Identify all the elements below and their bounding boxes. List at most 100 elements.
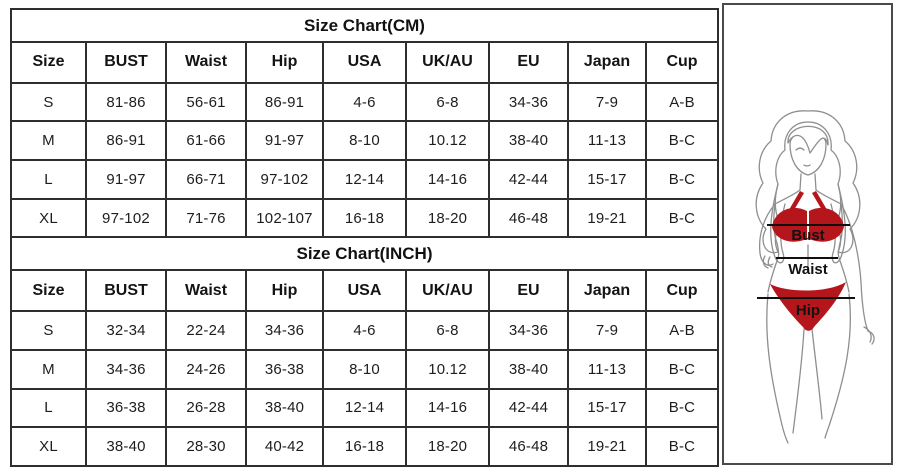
- cell-cup: B-C: [645, 120, 719, 162]
- cell-bust: 38-40: [85, 426, 167, 467]
- inch-header-row: Size BUST Waist Hip USA UK/AU EU Japan C…: [10, 269, 719, 313]
- cell-ukau: 14-16: [405, 387, 490, 429]
- cell-ukau: 10.12: [405, 120, 490, 162]
- col-header-usa: USA: [322, 41, 407, 84]
- cm-row-l: L 91-97 66-71 97-102 12-14 14-16 42-44 1…: [10, 159, 719, 200]
- cell-waist: 28-30: [165, 426, 247, 467]
- cell-usa: 12-14: [322, 387, 407, 429]
- cell-usa: 8-10: [322, 120, 407, 162]
- cell-cup: A-B: [645, 81, 719, 123]
- cell-japan: 11-13: [567, 120, 647, 162]
- cell-cup: B-C: [645, 426, 719, 467]
- waist-label: Waist: [788, 261, 827, 278]
- size-chart-table: Size Chart(CM) Size BUST Waist Hip USA U…: [10, 8, 719, 467]
- cell-usa: 8-10: [322, 348, 407, 390]
- cell-waist: 66-71: [165, 159, 247, 200]
- cell-size: L: [10, 387, 87, 429]
- measurement-figure-panel: Bust Waist Hip: [722, 3, 893, 465]
- bikini-measurement-figure: Bust Waist Hip: [755, 110, 875, 444]
- col-header-waist: Waist: [165, 41, 247, 84]
- cell-usa: 4-6: [322, 81, 407, 123]
- inch-row-s: S 32-34 22-24 34-36 4-6 6-8 34-36 7-9 A-…: [10, 310, 719, 351]
- col-header-bust: BUST: [85, 269, 167, 313]
- cell-bust: 81-86: [85, 81, 167, 123]
- col-header-usa: USA: [322, 269, 407, 313]
- col-header-bust: BUST: [85, 41, 167, 84]
- cell-bust: 86-91: [85, 120, 167, 162]
- cell-size: M: [10, 120, 87, 162]
- cell-cup: B-C: [645, 348, 719, 390]
- hip-label: Hip: [796, 302, 820, 319]
- cell-usa: 16-18: [322, 197, 407, 239]
- cell-japan: 11-13: [567, 348, 647, 390]
- cell-bust: 34-36: [85, 348, 167, 390]
- cm-header-row: Size BUST Waist Hip USA UK/AU EU Japan C…: [10, 41, 719, 84]
- cm-row-xl: XL 97-102 71-76 102-107 16-18 18-20 46-4…: [10, 197, 719, 239]
- inch-row-m: M 34-36 24-26 36-38 8-10 10.12 38-40 11-…: [10, 348, 719, 390]
- cell-waist: 56-61: [165, 81, 247, 123]
- cell-waist: 61-66: [165, 120, 247, 162]
- cm-row-s: S 81-86 56-61 86-91 4-6 6-8 34-36 7-9 A-…: [10, 81, 719, 123]
- cell-cup: B-C: [645, 197, 719, 239]
- bikini-bottom: [770, 282, 846, 331]
- cell-eu: 38-40: [488, 120, 569, 162]
- cell-ukau: 18-20: [405, 426, 490, 467]
- cell-bust: 32-34: [85, 310, 167, 351]
- inch-title-row: Size Chart(INCH): [10, 236, 719, 272]
- cell-usa: 16-18: [322, 426, 407, 467]
- cell-eu: 46-48: [488, 426, 569, 467]
- cell-hip: 86-91: [245, 81, 324, 123]
- cm-title-row: Size Chart(CM): [10, 8, 719, 43]
- cell-usa: 12-14: [322, 159, 407, 200]
- cell-usa: 4-6: [322, 310, 407, 351]
- cell-hip: 91-97: [245, 120, 324, 162]
- cell-japan: 7-9: [567, 310, 647, 351]
- cell-hip: 36-38: [245, 348, 324, 390]
- col-header-waist: Waist: [165, 269, 247, 313]
- cell-eu: 42-44: [488, 159, 569, 200]
- col-header-hip: Hip: [245, 41, 324, 84]
- col-header-eu: EU: [488, 269, 569, 313]
- col-header-ukau: UK/AU: [405, 269, 490, 313]
- col-header-cup: Cup: [645, 269, 719, 313]
- col-header-hip: Hip: [245, 269, 324, 313]
- bust-label: Bust: [791, 227, 824, 244]
- cell-cup: B-C: [645, 387, 719, 429]
- cell-hip: 34-36: [245, 310, 324, 351]
- cell-size: S: [10, 81, 87, 123]
- col-header-cup: Cup: [645, 41, 719, 84]
- cell-cup: A-B: [645, 310, 719, 351]
- cell-hip: 102-107: [245, 197, 324, 239]
- cell-cup: B-C: [645, 159, 719, 200]
- col-header-eu: EU: [488, 41, 569, 84]
- col-header-japan: Japan: [567, 269, 647, 313]
- cell-size: XL: [10, 426, 87, 467]
- cell-waist: 71-76: [165, 197, 247, 239]
- col-header-size: Size: [10, 269, 87, 313]
- cell-japan: 15-17: [567, 159, 647, 200]
- cm-row-m: M 86-91 61-66 91-97 8-10 10.12 38-40 11-…: [10, 120, 719, 162]
- cell-hip: 38-40: [245, 387, 324, 429]
- cell-japan: 7-9: [567, 81, 647, 123]
- cell-ukau: 10.12: [405, 348, 490, 390]
- cell-ukau: 14-16: [405, 159, 490, 200]
- cell-waist: 24-26: [165, 348, 247, 390]
- cell-eu: 46-48: [488, 197, 569, 239]
- cm-chart-title: Size Chart(CM): [10, 8, 719, 43]
- measurement-lines: [757, 224, 855, 299]
- cell-japan: 19-21: [567, 426, 647, 467]
- cell-bust: 36-38: [85, 387, 167, 429]
- cell-ukau: 18-20: [405, 197, 490, 239]
- cell-ukau: 6-8: [405, 310, 490, 351]
- cell-hip: 40-42: [245, 426, 324, 467]
- cell-japan: 19-21: [567, 197, 647, 239]
- cell-size: M: [10, 348, 87, 390]
- col-header-size: Size: [10, 41, 87, 84]
- col-header-japan: Japan: [567, 41, 647, 84]
- woman-line-art: [755, 110, 875, 444]
- cell-eu: 38-40: [488, 348, 569, 390]
- cell-bust: 91-97: [85, 159, 167, 200]
- cell-eu: 34-36: [488, 81, 569, 123]
- cell-bust: 97-102: [85, 197, 167, 239]
